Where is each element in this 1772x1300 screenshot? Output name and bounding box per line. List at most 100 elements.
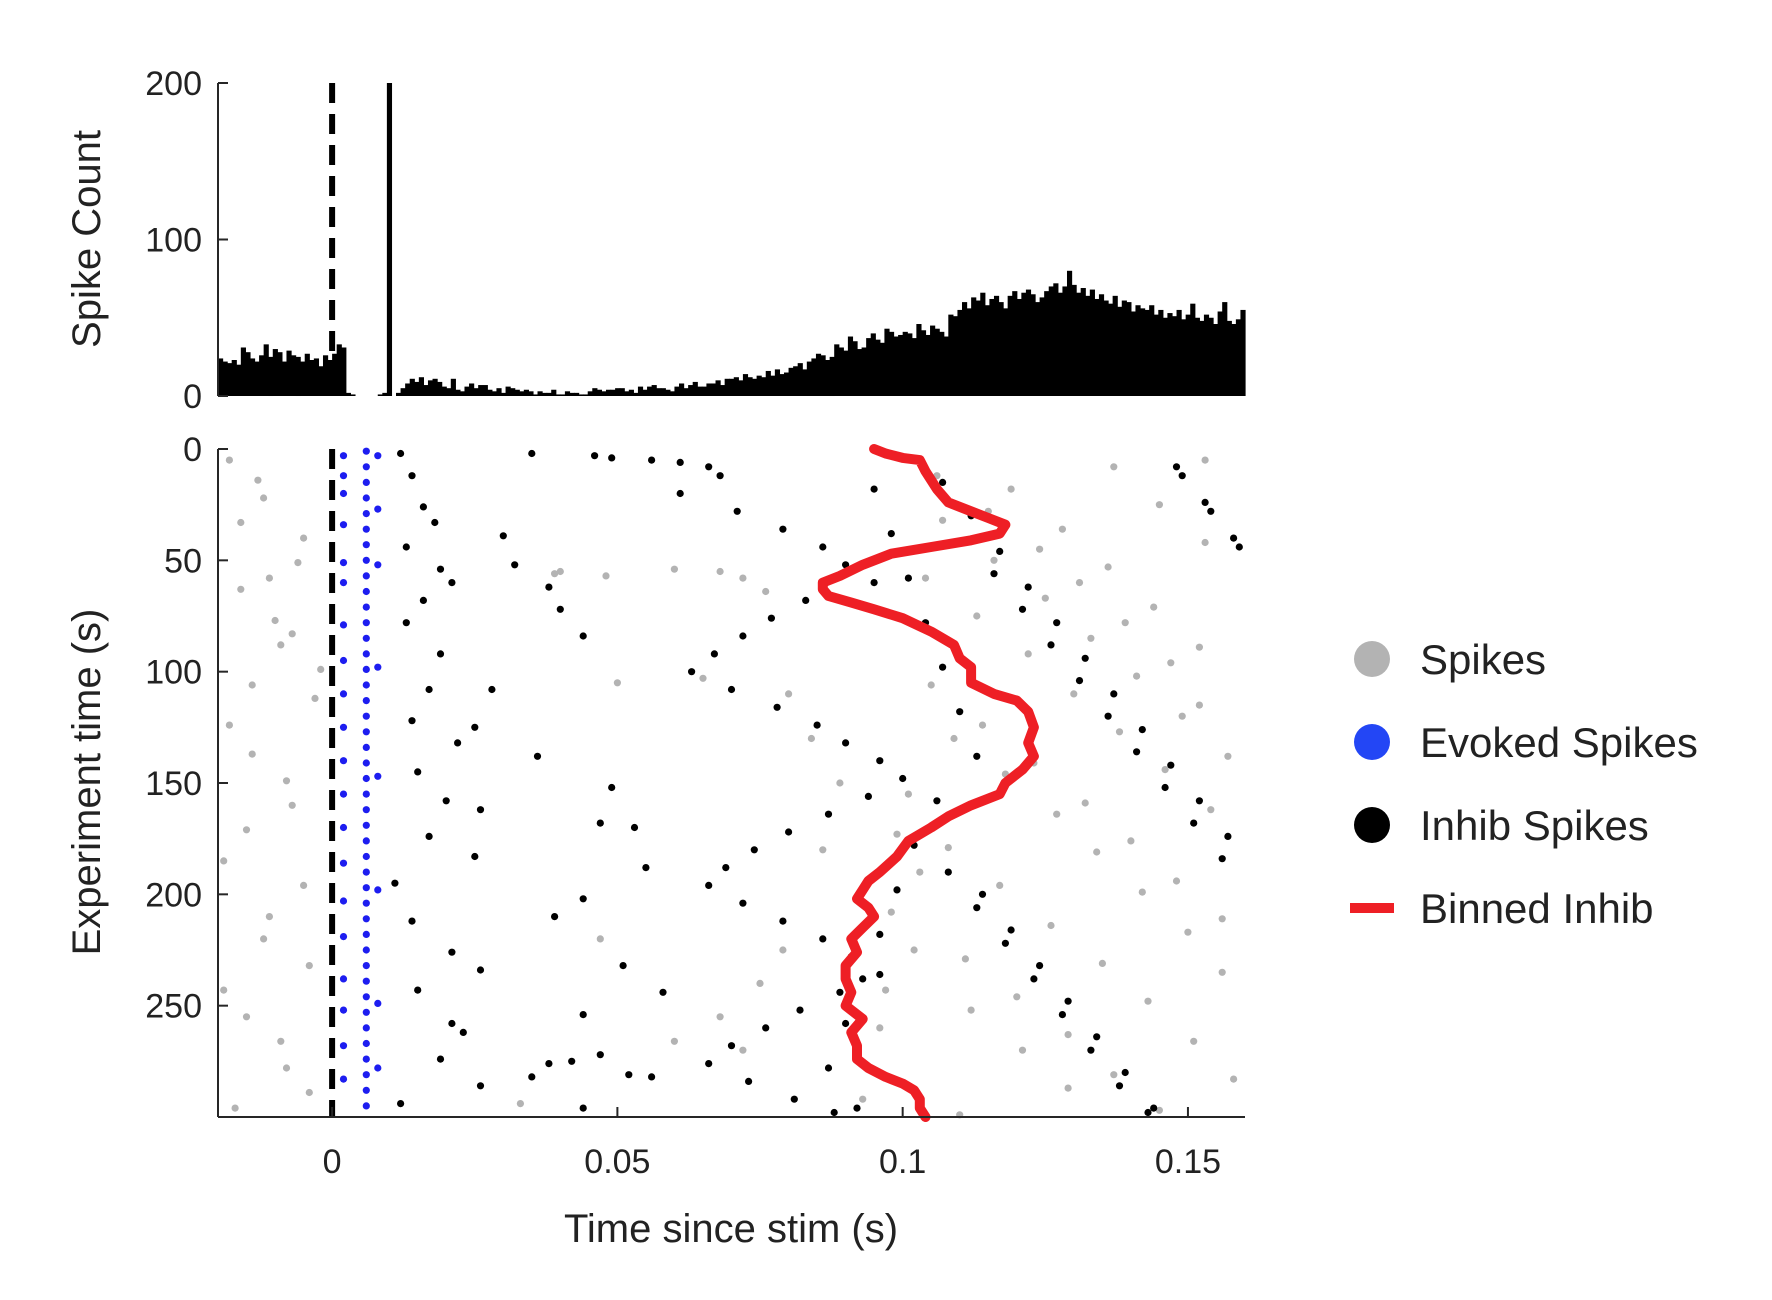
- spikes-dot: [961, 955, 970, 963]
- inhib-spikes-dot: [431, 518, 439, 527]
- evoked-spikes-dot: [362, 478, 370, 486]
- histogram-bar: [473, 388, 479, 396]
- inhib-spikes-dot: [819, 543, 827, 551]
- histogram-bar: [236, 364, 242, 396]
- inhib-spikes-dot: [973, 904, 981, 912]
- spikes-dot: [231, 1104, 239, 1112]
- histogram-bar: [633, 392, 639, 396]
- inhib-spikes-dot: [1058, 1011, 1066, 1019]
- inhib-spikes-dot: [402, 543, 410, 551]
- histogram-bar: [888, 331, 895, 396]
- evoked-spikes-dot: [374, 505, 382, 513]
- histogram-bar: [304, 353, 310, 396]
- histogram-bar: [1098, 294, 1105, 396]
- spikes-dot: [282, 1064, 291, 1072]
- raster-dots: [220, 447, 1243, 1119]
- inhib-spikes-dot: [1190, 819, 1198, 827]
- histogram-bar: [1025, 289, 1032, 396]
- evoked-spikes-dot: [362, 993, 370, 1001]
- inhib-spikes-dot: [939, 478, 947, 486]
- histogram-bar: [1035, 302, 1041, 396]
- histogram-bar: [350, 394, 356, 396]
- spikes-dot: [1121, 619, 1129, 627]
- histogram-bar: [496, 388, 502, 396]
- histogram-bar: [222, 361, 228, 396]
- histogram-bar: [802, 369, 808, 396]
- spikes-dot: [1047, 921, 1055, 930]
- histogram-bar: [446, 388, 452, 396]
- spikes-dot: [973, 612, 981, 620]
- histogram-bar: [505, 386, 511, 396]
- histogram-bar: [1158, 309, 1164, 396]
- histogram-bar: [957, 309, 963, 396]
- evoked-spikes-dot: [362, 650, 370, 658]
- spikes-dot: [254, 476, 262, 484]
- inhib-spikes-dot: [727, 1042, 736, 1050]
- spikes-dot: [613, 679, 622, 687]
- spikes-dot: [225, 721, 233, 729]
- evoked-spikes-dot: [362, 463, 370, 471]
- histogram-bar: [619, 388, 625, 396]
- inhib-spikes-dot: [933, 797, 941, 805]
- histogram-bar: [738, 380, 744, 396]
- histogram-bar: [1007, 295, 1013, 396]
- histogram-bar: [948, 314, 954, 396]
- histogram-bar: [464, 386, 470, 396]
- inhib-spikes-dot: [625, 1071, 633, 1079]
- spikes-dot: [277, 1037, 285, 1045]
- inhib-spikes-dot: [819, 935, 827, 943]
- evoked-spikes-dot: [362, 1071, 370, 1079]
- histogram-bar: [669, 391, 676, 396]
- histogram-bar: [396, 392, 402, 396]
- histogram-bar: [1203, 314, 1210, 396]
- binned-inhib-line: [817, 444, 1039, 1122]
- evoked-spikes-dot: [362, 1024, 370, 1032]
- legend-marker-spikes: [1354, 641, 1390, 677]
- inhib-spikes-dot: [436, 1055, 445, 1063]
- inhib-spikes-dot: [545, 1060, 553, 1068]
- histogram-bar: [911, 338, 917, 396]
- evoked-spikes-dot: [362, 728, 370, 736]
- evoked-spikes-dot: [362, 712, 370, 720]
- inhib-spikes-dot: [591, 452, 599, 460]
- histogram-bar: [710, 383, 717, 396]
- spikes-dot: [551, 570, 559, 578]
- inhib-spikes-dot: [870, 485, 878, 493]
- histogram-bar: [870, 333, 876, 396]
- histogram-bar: [1048, 286, 1054, 396]
- inhib-spikes-dot: [762, 1024, 770, 1032]
- inhib-spikes-dot: [448, 948, 456, 956]
- spikes-dot: [1138, 888, 1146, 896]
- evoked-spikes-dot: [362, 681, 370, 689]
- evoked-spikes-dot: [362, 572, 370, 580]
- histogram-bar: [245, 352, 251, 396]
- histogram-bar: [747, 377, 753, 396]
- evoked-spikes-dot: [339, 521, 348, 529]
- spikes-dot: [220, 986, 228, 994]
- raster-x-tick-label: 0.05: [584, 1143, 650, 1181]
- evoked-spikes-dot: [362, 977, 370, 985]
- inhib-spikes-dot: [802, 596, 810, 605]
- spikes-dot: [1230, 1075, 1238, 1083]
- spikes-dot: [1172, 877, 1181, 885]
- inhib-spikes-dot: [630, 823, 639, 832]
- spikes-dot: [516, 1100, 525, 1108]
- histogram-bar: [455, 389, 461, 396]
- spikes-dot: [882, 986, 890, 994]
- histogram-bar: [1208, 317, 1214, 396]
- histogram-bar: [281, 361, 288, 396]
- histogram-bar: [688, 385, 694, 396]
- spikes-dot: [1098, 959, 1106, 968]
- spikes-dot: [1075, 579, 1084, 587]
- histogram-bar: [715, 380, 721, 396]
- spikes-dot: [237, 585, 245, 593]
- histogram-bar: [1003, 308, 1009, 396]
- spikes-dot: [756, 979, 764, 988]
- histogram-bar: [382, 392, 388, 396]
- spikes-dot: [916, 868, 924, 876]
- histogram-bar: [578, 394, 584, 396]
- spikes-dot: [317, 665, 325, 674]
- spikes-dot: [1218, 915, 1226, 923]
- histogram-bar: [1171, 316, 1178, 396]
- histogram-bar: [829, 356, 835, 397]
